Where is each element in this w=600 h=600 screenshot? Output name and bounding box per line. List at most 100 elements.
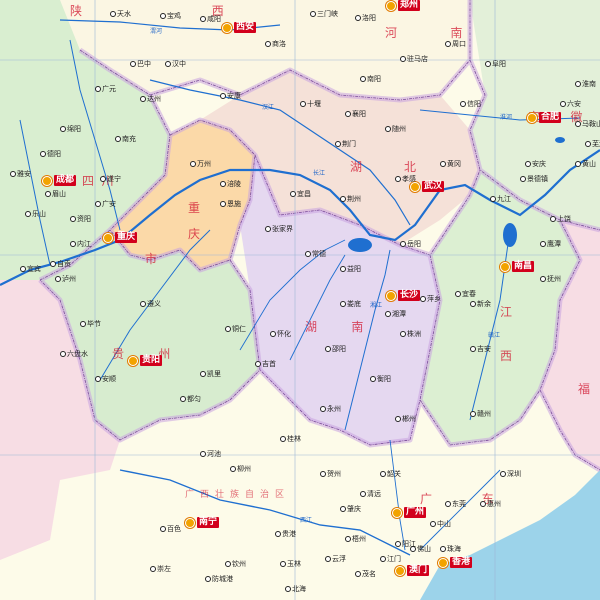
city-label[interactable]: 宝鸡: [160, 12, 181, 20]
city-label[interactable]: 云浮: [325, 555, 346, 563]
city-label[interactable]: 阜阳: [485, 60, 506, 68]
city-label[interactable]: 凯里: [200, 370, 221, 378]
city-label[interactable]: 安康: [220, 92, 241, 100]
capital-guiyang[interactable]: 贵阳: [128, 355, 163, 366]
city-label[interactable]: 韶关: [380, 470, 401, 478]
city-label[interactable]: 汉中: [165, 60, 186, 68]
city-label[interactable]: 三门峡: [310, 10, 338, 18]
city-label[interactable]: 十堰: [300, 100, 321, 108]
city-label[interactable]: 都匀: [180, 395, 201, 403]
city-label[interactable]: 宜宾: [20, 265, 41, 273]
city-label[interactable]: 乐山: [25, 210, 46, 218]
capital-wuhan[interactable]: 武汉: [410, 181, 445, 192]
city-label[interactable]: 河池: [200, 450, 221, 458]
city-label[interactable]: 柳州: [230, 465, 251, 473]
city-label[interactable]: 达州: [140, 95, 161, 103]
city-label[interactable]: 郴州: [395, 415, 416, 423]
city-label[interactable]: 绵阳: [60, 125, 81, 133]
city-label[interactable]: 黄冈: [440, 160, 461, 168]
city-label[interactable]: 清远: [360, 490, 381, 498]
city-label[interactable]: 商洛: [265, 40, 286, 48]
city-label[interactable]: 防城港: [205, 575, 233, 583]
capital-guangzhou[interactable]: 广州: [392, 507, 427, 518]
city-label[interactable]: 张家界: [265, 225, 293, 233]
capital-chongqing[interactable]: 重庆: [103, 232, 138, 243]
city-label[interactable]: 马鞍山: [575, 120, 600, 128]
city-label[interactable]: 泸州: [55, 275, 76, 283]
city-label[interactable]: 九江: [490, 195, 511, 203]
city-label[interactable]: 岳阳: [400, 240, 421, 248]
city-label[interactable]: 株洲: [400, 330, 421, 338]
city-label[interactable]: 赣州: [470, 410, 491, 418]
capital-zhengzhou[interactable]: 郑州: [386, 0, 421, 11]
capital-nanning[interactable]: 南宁: [185, 517, 220, 528]
city-label[interactable]: 遂宁: [100, 175, 121, 183]
city-label[interactable]: 惠州: [480, 500, 501, 508]
city-label[interactable]: 深圳: [500, 470, 521, 478]
city-label[interactable]: 驻马店: [400, 55, 428, 63]
city-label[interactable]: 萍乡: [420, 295, 441, 303]
city-label[interactable]: 怀化: [270, 330, 291, 338]
city-label[interactable]: 肇庆: [340, 505, 361, 513]
capital-nanchang[interactable]: 南昌: [500, 261, 535, 272]
city-label[interactable]: 新余: [470, 300, 491, 308]
city-label[interactable]: 天水: [110, 10, 131, 18]
city-label[interactable]: 邵阳: [325, 345, 346, 353]
city-label[interactable]: 永州: [320, 405, 341, 413]
city-label[interactable]: 佛山: [410, 545, 431, 553]
city-label[interactable]: 广安: [95, 200, 116, 208]
city-label[interactable]: 吉首: [255, 360, 276, 368]
city-label[interactable]: 雅安: [10, 170, 31, 178]
city-label[interactable]: 江门: [380, 555, 401, 563]
city-label[interactable]: 宜昌: [290, 190, 311, 198]
city-label[interactable]: 茂名: [355, 570, 376, 578]
city-label[interactable]: 随州: [385, 125, 406, 133]
city-label[interactable]: 中山: [430, 520, 451, 528]
city-label[interactable]: 崇左: [150, 565, 171, 573]
city-label[interactable]: 涪陵: [220, 180, 241, 188]
city-label[interactable]: 淮南: [575, 80, 596, 88]
city-label[interactable]: 黄山: [575, 160, 596, 168]
city-label[interactable]: 桂林: [280, 435, 301, 443]
city-label[interactable]: 巴中: [130, 60, 151, 68]
city-label[interactable]: 钦州: [225, 560, 246, 568]
city-label[interactable]: 洛阳: [355, 14, 376, 22]
city-label[interactable]: 珠海: [440, 545, 461, 553]
city-label[interactable]: 广元: [95, 85, 116, 93]
capital-hongkong[interactable]: 香港: [438, 557, 473, 568]
city-label[interactable]: 自贡: [50, 260, 71, 268]
city-label[interactable]: 毕节: [80, 320, 101, 328]
capital-chengdu[interactable]: 成都: [42, 175, 77, 186]
city-label[interactable]: 襄阳: [345, 110, 366, 118]
city-label[interactable]: 南阳: [360, 75, 381, 83]
city-label[interactable]: 东莞: [445, 500, 466, 508]
city-label[interactable]: 南充: [115, 135, 136, 143]
city-label[interactable]: 信阳: [460, 100, 481, 108]
city-label[interactable]: 北海: [285, 585, 306, 593]
city-label[interactable]: 景德镇: [520, 175, 548, 183]
capital-changsha[interactable]: 长沙: [386, 290, 421, 301]
city-label[interactable]: 上饶: [550, 215, 571, 223]
city-label[interactable]: 吉安: [470, 345, 491, 353]
city-label[interactable]: 芜湖: [585, 140, 600, 148]
city-label[interactable]: 安庆: [525, 160, 546, 168]
city-label[interactable]: 咸阳: [200, 15, 221, 23]
capital-hefei[interactable]: 合肥: [527, 112, 562, 123]
city-label[interactable]: 荆门: [335, 140, 356, 148]
city-label[interactable]: 孝感: [395, 175, 416, 183]
city-label[interactable]: 百色: [160, 525, 181, 533]
city-label[interactable]: 资阳: [70, 215, 91, 223]
city-label[interactable]: 遵义: [140, 300, 161, 308]
city-label[interactable]: 周口: [445, 40, 466, 48]
city-label[interactable]: 宜春: [455, 290, 476, 298]
city-label[interactable]: 荆州: [340, 195, 361, 203]
city-label[interactable]: 常德: [305, 250, 326, 258]
city-label[interactable]: 益阳: [340, 265, 361, 273]
capital-macau[interactable]: 澳门: [395, 565, 430, 576]
city-label[interactable]: 安顺: [95, 375, 116, 383]
city-label[interactable]: 德阳: [40, 150, 61, 158]
city-label[interactable]: 梧州: [345, 535, 366, 543]
city-label[interactable]: 六安: [560, 100, 581, 108]
city-label[interactable]: 抚州: [540, 275, 561, 283]
